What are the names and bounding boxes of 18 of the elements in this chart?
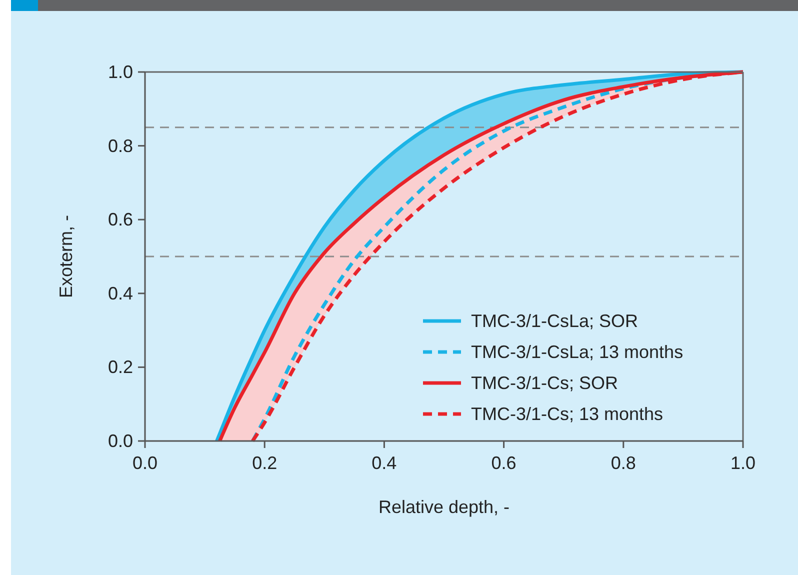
y-tick-label: 0.0 [108, 431, 133, 451]
x-tick-label: 0.8 [610, 453, 636, 473]
x-tick-label: 0.0 [132, 453, 158, 473]
x-tick-label: 0.6 [491, 453, 516, 473]
y-tick-label: 1.0 [108, 62, 133, 82]
y-tick-label: 0.2 [108, 357, 133, 378]
legend-label: TMC-3/1-CsLa; SOR [471, 311, 638, 331]
x-tick-label: 0.4 [372, 453, 397, 473]
y-tick-label: 0.6 [108, 210, 133, 230]
x-axis-title: Relative depth, - [378, 497, 510, 517]
y-tick-label: 0.4 [108, 283, 133, 304]
x-tick-label: 0.2 [252, 453, 278, 473]
y-axis-title: Exoterm, - [56, 214, 76, 298]
legend-label: TMC-3/1-CsLa; 13 months [471, 342, 684, 362]
x-tick-label: 1.0 [730, 453, 756, 473]
legend-label: TMC-3/1-Cs; SOR [471, 373, 618, 393]
y-tick-label: 0.8 [108, 136, 133, 156]
legend-label: TMC-3/1-Cs; 13 months [471, 404, 664, 424]
